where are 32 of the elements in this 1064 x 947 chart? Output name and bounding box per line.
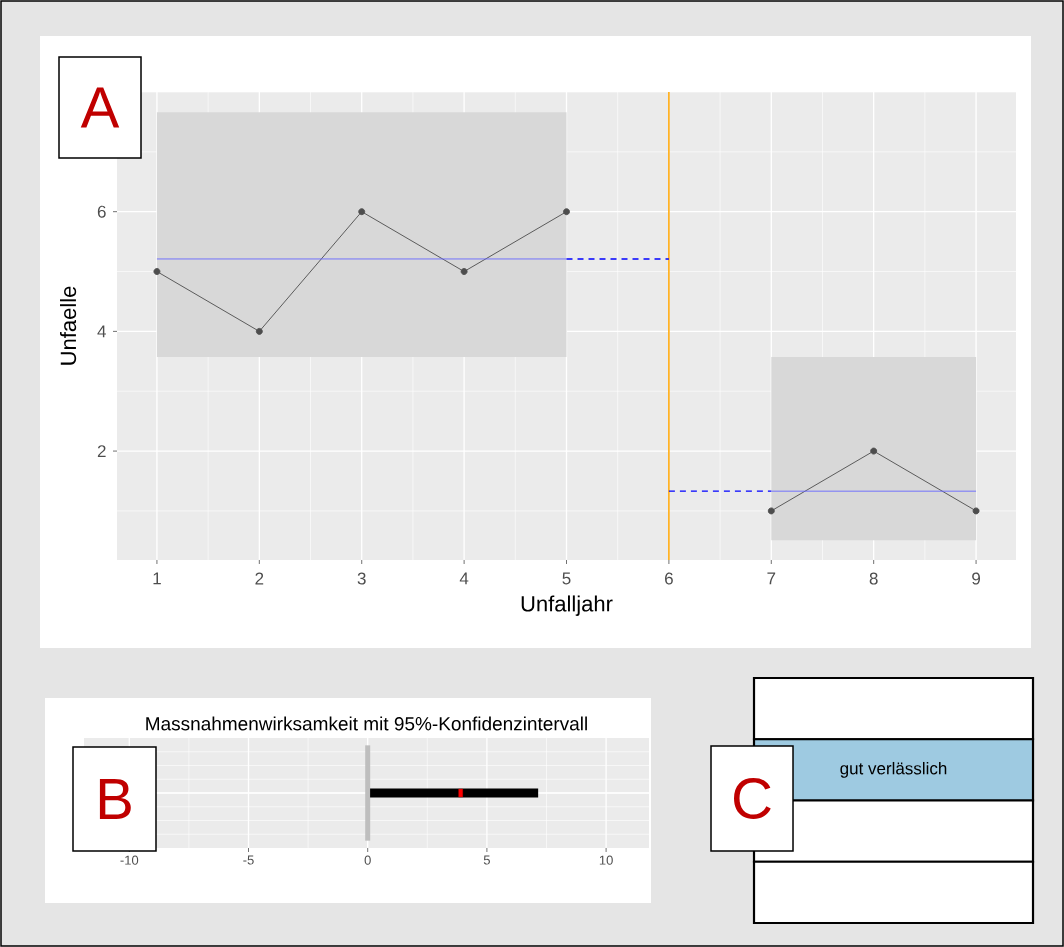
point: [358, 208, 366, 216]
x-tick-label: 2: [255, 572, 264, 585]
x-axis-title: Unfalljahr: [521, 595, 613, 616]
x-tick-label: 9: [972, 572, 981, 585]
x-tick-label: -5: [243, 855, 254, 865]
x-tick-label: 10: [599, 855, 613, 865]
point: [153, 268, 161, 275]
x-tick-label: 4: [459, 572, 469, 585]
y-tick-label: 2: [97, 445, 106, 458]
x-tick-label: 6: [665, 572, 673, 585]
y-tick-label: 4: [97, 325, 106, 338]
point: [255, 327, 263, 335]
point: [767, 507, 775, 515]
x-tick-label: 3: [357, 572, 366, 585]
x-tick-label: -10: [120, 855, 139, 865]
annotation: B: [99, 779, 131, 819]
x-tick-label: 0: [364, 855, 371, 865]
x-tick-label: 7: [767, 572, 776, 585]
point: [460, 268, 468, 275]
point: [870, 447, 878, 455]
x-tick-label: 8: [869, 572, 878, 585]
y-tick-label: 6: [97, 205, 106, 218]
point: [563, 208, 570, 216]
x-tick-label: 5: [483, 855, 490, 865]
text: C: [734, 777, 771, 820]
annotation: A: [80, 87, 120, 128]
x-tick-label: 1: [153, 572, 161, 585]
category-label: gut verlässlich: [840, 761, 947, 778]
y-axis-title: Unfaelle: [59, 286, 77, 365]
point: [972, 507, 980, 515]
chart-title: Massnahmenwirksamkeit mit 95%-Konfidenzintervall: [146, 716, 587, 731]
x-tick-label: 5: [562, 572, 571, 585]
